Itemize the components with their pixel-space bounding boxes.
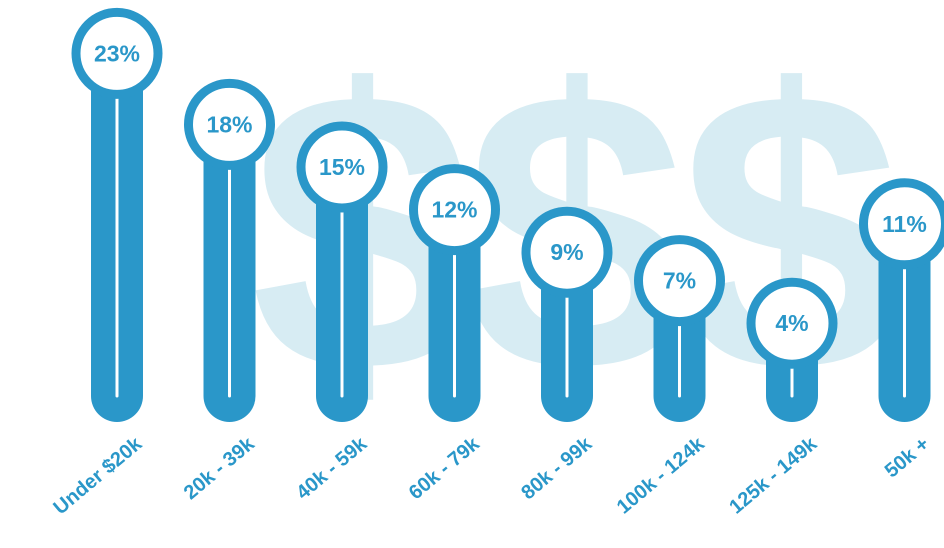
chart: $$$ 23%Under $20k18%20k - 39k15%40k - 59… — [0, 0, 944, 548]
value-label: 4% — [775, 310, 808, 336]
value-label: 9% — [550, 239, 583, 265]
value-label: 12% — [431, 197, 477, 223]
value-label: 23% — [94, 40, 140, 66]
value-label: 7% — [663, 268, 696, 294]
value-label: 18% — [206, 111, 252, 137]
value-label: 15% — [319, 154, 365, 180]
category-label: Under $20k — [49, 432, 146, 519]
value-label: 11% — [882, 211, 927, 237]
category-label: 20k - 39k — [180, 432, 260, 504]
